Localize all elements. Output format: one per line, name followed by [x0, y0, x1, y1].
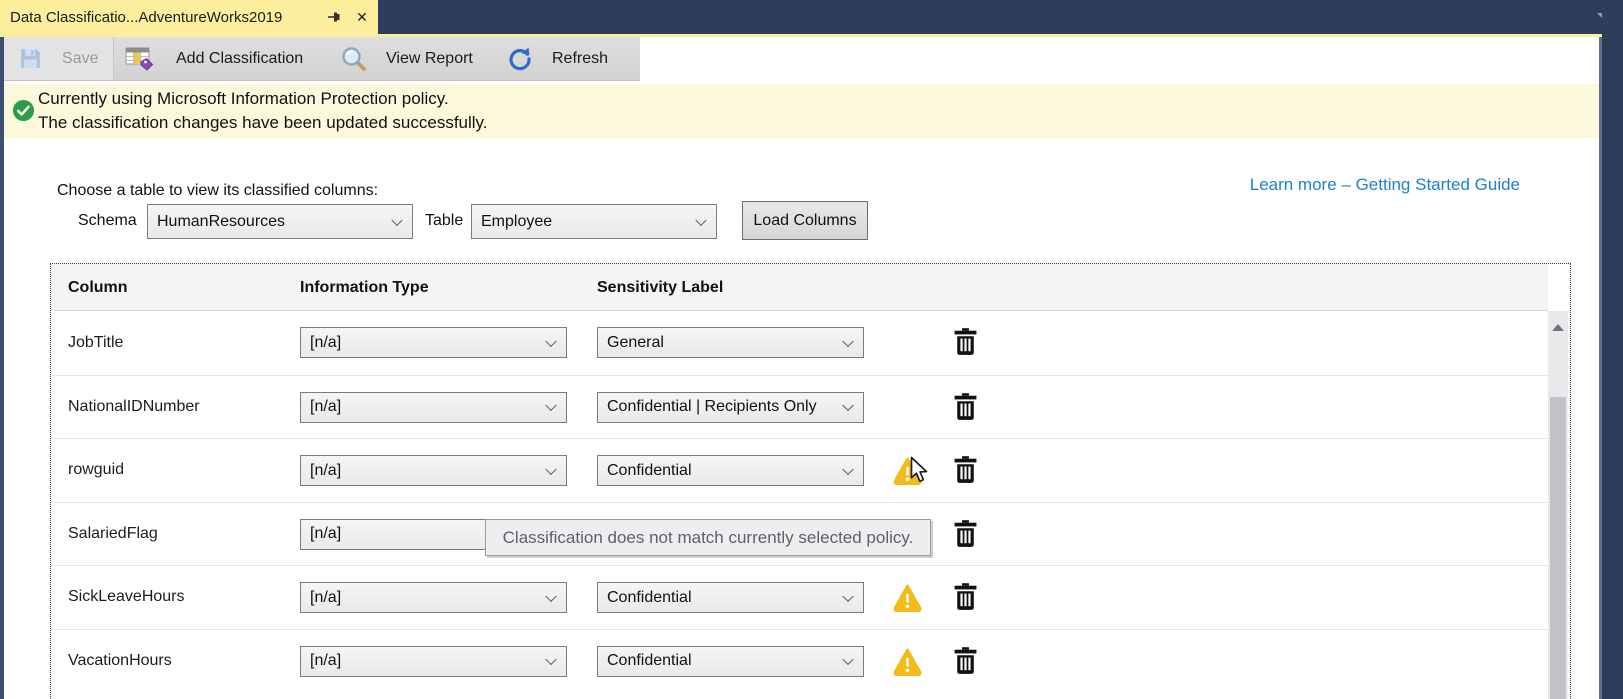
- table-label: Table: [425, 212, 464, 229]
- info-bar-line1: Currently using Microsoft Information Pr…: [38, 89, 449, 108]
- sensitivity-value: Confidential: [607, 461, 692, 479]
- column-name: JobTitle: [68, 333, 124, 351]
- column-name: SickLeaveHours: [68, 588, 185, 606]
- window-right-edge: [1602, 0, 1623, 699]
- tab-underline: [0, 34, 1623, 37]
- info-bar-line2: The classification changes have been upd…: [38, 113, 488, 132]
- table-select[interactable]: Employee: [471, 204, 717, 239]
- tooltip-text: Classification does not match currently …: [502, 527, 914, 547]
- information-type-value: [n/a]: [310, 398, 342, 415]
- column-name: SalariedFlag: [68, 524, 158, 542]
- table-row: NationalIDNumber [n/a] Confidential | Re…: [51, 374, 1548, 439]
- table-row: rowguid [n/a] Confidential: [51, 438, 1548, 502]
- load-columns-button[interactable]: Load Columns: [742, 201, 868, 240]
- delete-classification-icon[interactable]: [954, 328, 977, 356]
- window-right-line: [1599, 37, 1602, 699]
- table-selected-value: Employee: [481, 212, 553, 230]
- sensitivity-label-select[interactable]: Confidential: [597, 582, 864, 613]
- information-type-select[interactable]: [n/a]: [300, 391, 567, 423]
- column-name: NationalIDNumber: [68, 397, 200, 415]
- information-type-value: [n/a]: [310, 525, 342, 542]
- header-information-type: Information Type: [300, 278, 429, 296]
- information-type-value: [n/a]: [310, 333, 342, 351]
- sensitivity-label-select[interactable]: Confidential: [597, 645, 864, 677]
- delete-classification-icon[interactable]: [954, 583, 977, 611]
- header-column: Column: [68, 278, 128, 296]
- information-type-select[interactable]: [n/a]: [300, 582, 567, 613]
- information-type-value: [n/a]: [310, 588, 342, 606]
- mouse-cursor: [906, 456, 932, 491]
- grid-header: Column Information Type Sensitivity Labe…: [51, 264, 1548, 311]
- information-type-select[interactable]: [n/a]: [300, 645, 567, 677]
- tab-data-classification[interactable]: Data Classificatio...AdventureWorks2019: [0, 0, 378, 34]
- table-row: VacationHours [n/a] Confidential: [51, 628, 1548, 693]
- sensitivity-label-select[interactable]: General: [597, 327, 864, 358]
- refresh-icon: [507, 37, 533, 80]
- information-type-select[interactable]: [n/a]: [300, 327, 567, 358]
- save-button[interactable]: Save: [4, 37, 114, 80]
- policy-mismatch-warning-icon[interactable]: [893, 583, 922, 613]
- policy-mismatch-warning-icon[interactable]: [893, 647, 922, 676]
- vertical-scrollbar[interactable]: [1548, 311, 1568, 699]
- delete-classification-icon[interactable]: [954, 646, 977, 675]
- delete-classification-icon[interactable]: [954, 456, 977, 484]
- learn-more-link[interactable]: Learn more – Getting Started Guide: [1249, 175, 1520, 194]
- delete-classification-icon[interactable]: [954, 392, 977, 421]
- toolbar: Save Add Classification: [4, 37, 640, 81]
- save-label: Save: [62, 49, 99, 67]
- success-check-icon: [12, 99, 35, 127]
- schema-selected-value: HumanResources: [157, 212, 286, 230]
- sensitivity-value: General: [607, 333, 664, 351]
- load-columns-label: Load Columns: [753, 211, 857, 229]
- classified-columns-panel: Column Information Type Sensitivity Labe…: [50, 263, 1571, 699]
- view-report-icon: [340, 37, 368, 80]
- tab-title: Data Classificatio...AdventureWorks2019: [10, 8, 283, 26]
- pin-icon[interactable]: [326, 8, 344, 26]
- information-type-select[interactable]: [n/a]: [300, 455, 567, 486]
- sensitivity-value: Confidential: [607, 652, 692, 669]
- window-left-edge: [0, 37, 4, 699]
- sensitivity-label-select[interactable]: Confidential: [597, 455, 864, 486]
- table-row: SickLeaveHours [n/a] Confidential: [51, 565, 1548, 629]
- refresh-label: Refresh: [552, 49, 609, 67]
- schema-select[interactable]: HumanResources: [147, 204, 413, 239]
- schema-label: Schema: [78, 212, 137, 229]
- add-classification-icon: [124, 37, 154, 80]
- information-type-value: [n/a]: [310, 652, 342, 669]
- grid-rows: JobTitle [n/a] General NationalIDNumber …: [51, 311, 1548, 692]
- scrollbar-up-arrow-icon[interactable]: [1552, 324, 1564, 331]
- add-classification-label: Add Classification: [176, 49, 304, 67]
- save-icon: [18, 37, 43, 80]
- information-type-value: [n/a]: [310, 461, 342, 479]
- column-name: VacationHours: [68, 651, 172, 669]
- policy-info-bar: Currently using Microsoft Information Pr…: [4, 84, 1599, 138]
- scrollbar-thumb[interactable]: [1550, 397, 1566, 699]
- sensitivity-value: Confidential: [607, 588, 692, 606]
- view-report-label: View Report: [386, 49, 473, 67]
- close-icon[interactable]: ✕: [356, 9, 368, 25]
- sensitivity-value: Confidential | Recipients Only: [607, 398, 817, 415]
- policy-mismatch-tooltip: Classification does not match currently …: [485, 519, 931, 556]
- sensitivity-label-select[interactable]: Confidential | Recipients Only: [597, 391, 864, 423]
- column-name: rowguid: [68, 461, 125, 479]
- delete-classification-icon[interactable]: [954, 519, 977, 548]
- header-sensitivity-label: Sensitivity Label: [597, 278, 724, 296]
- table-row: JobTitle [n/a] General: [51, 311, 1548, 375]
- choose-table-prompt: Choose a table to view its classified co…: [57, 182, 379, 199]
